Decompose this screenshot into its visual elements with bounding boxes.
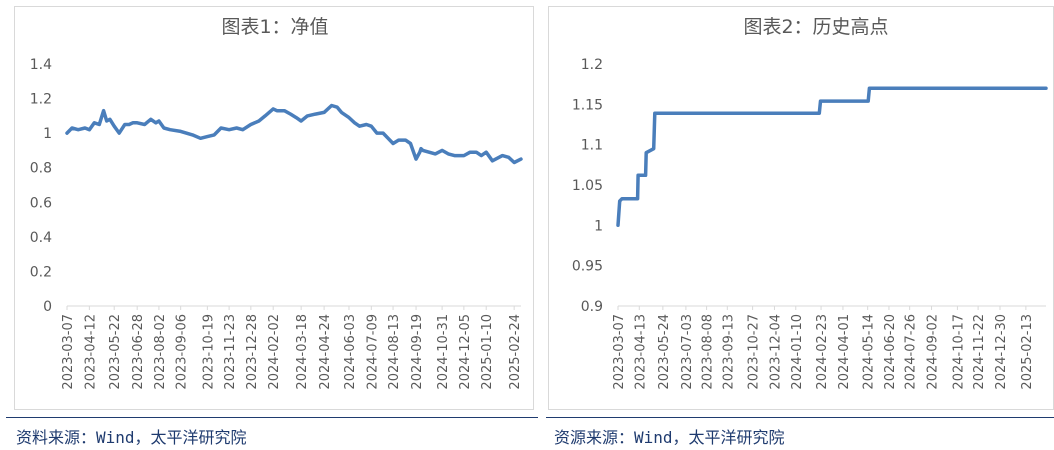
y-tick-label: 0.6 — [30, 195, 52, 211]
x-tick-label: 2023-10-27 — [747, 314, 762, 390]
x-tick-label: 2024-04-24 — [318, 314, 333, 390]
x-tick-label: 2024-02-23 — [815, 314, 830, 390]
x-tick-label: 2024-02-02 — [267, 314, 282, 390]
x-tick-label: 2023-05-24 — [657, 314, 672, 390]
x-tick-label: 2023-07-03 — [680, 314, 695, 390]
high-chart: 图表2：历史高点 0.9 0.95 1 1.05 1.1 1.15 1.2 2023-03-07… — [572, 16, 1048, 390]
y-tick-label: 1.2 — [30, 92, 52, 108]
x-tick-label: 2024-06-03 — [343, 314, 358, 390]
chart-frame — [14, 6, 534, 410]
divider-rule — [6, 417, 538, 418]
x-tick-label: 2023-08-02 — [153, 314, 168, 390]
y-tick-label: 0.8 — [30, 161, 52, 177]
x-tick-label: 2024-07-26 — [904, 314, 919, 390]
y-tick-label: 1 — [594, 218, 603, 234]
x-tick-label: 2023-06-28 — [131, 314, 146, 390]
y-tick-label: 0.95 — [572, 259, 603, 275]
chart-panel-high: 图表2：历史高点 0.9 0.95 1 1.05 1.1 1.15 1.2 2023-03-07… — [546, 0, 1054, 450]
x-tick-label: 2024-12-30 — [994, 314, 1009, 390]
nav-chart: 图表1：净值 0 0.2 0.4 0.6 0.8 1 1.2 1.4 2023-03-07 2023… — [30, 16, 523, 390]
x-tick-label: 2024-03-18 — [295, 314, 310, 390]
series-line — [616, 86, 1048, 228]
x-tick-label: 2024-04-01 — [837, 314, 852, 390]
x-tick-label: 2023-03-07 — [61, 314, 76, 390]
x-tick-label: 2024-09-02 — [926, 314, 941, 390]
x-tick-label: 2024-08-13 — [387, 314, 402, 390]
x-tick-label: 2023-12-28 — [245, 314, 260, 390]
x-tick-label: 2023-09-06 — [175, 314, 190, 390]
y-tick-label: 0.9 — [581, 299, 603, 315]
x-tick-label: 2023-05-22 — [108, 314, 123, 390]
y-tick-label: 1 — [43, 126, 52, 142]
chart-title: 图表2：历史高点 — [743, 16, 888, 38]
x-tick-label: 2024-11-22 — [972, 314, 987, 390]
y-tick-label: 1.4 — [30, 57, 52, 73]
x-tick-label: 2025-02-13 — [1020, 314, 1035, 390]
x-tick-label: 2023-08-08 — [701, 314, 716, 390]
x-tick-label: 2024-05-14 — [862, 314, 877, 390]
y-tick-label: 0.4 — [30, 230, 52, 246]
x-tick-label: 2024-01-10 — [790, 314, 805, 390]
y-tick-label: 1.15 — [572, 97, 603, 113]
x-tick-label: 2023-03-07 — [612, 314, 627, 390]
y-tick-label: 1.1 — [581, 138, 603, 154]
x-tick-label: 2025-01-10 — [480, 314, 495, 390]
source-note: 资料来源：Wind，太平洋研究院 — [16, 428, 247, 447]
x-tick-label: 2023-10-19 — [201, 314, 216, 390]
x-tick-label: 2024-07-09 — [365, 314, 380, 390]
x-tick-label: 2023-04-12 — [83, 314, 98, 390]
x-tick-label: 2024-09-19 — [410, 314, 425, 390]
divider-rule — [546, 417, 1054, 418]
y-tick-label: 0.2 — [30, 264, 52, 280]
x-tick-label: 2025-02-24 — [508, 314, 523, 390]
chart-panel-nav: 图表1：净值 0 0.2 0.4 0.6 0.8 1 1.2 1.4 2023-03-07 2023… — [6, 6, 538, 447]
x-tick-label: 2023-09-13 — [721, 314, 736, 390]
chart-title: 图表1：净值 — [221, 16, 328, 38]
source-note: 资源来源：Wind，太平洋研究院 — [554, 428, 785, 447]
y-tick-label: 1.2 — [581, 57, 603, 73]
y-tick-label: 0 — [43, 299, 52, 315]
x-tick-label: 2023-04-13 — [633, 314, 648, 390]
y-tick-label: 1.05 — [572, 178, 603, 194]
x-tick-label: 2024-10-31 — [436, 314, 451, 390]
x-tick-label: 2023-11-23 — [223, 314, 238, 390]
series-line — [65, 103, 523, 165]
x-tick-label: 2024-10-17 — [951, 314, 966, 390]
x-tick-label: 2024-06-20 — [883, 314, 898, 390]
x-tick-label: 2023-12-04 — [768, 314, 783, 390]
x-tick-label: 2024-12-05 — [458, 314, 473, 390]
